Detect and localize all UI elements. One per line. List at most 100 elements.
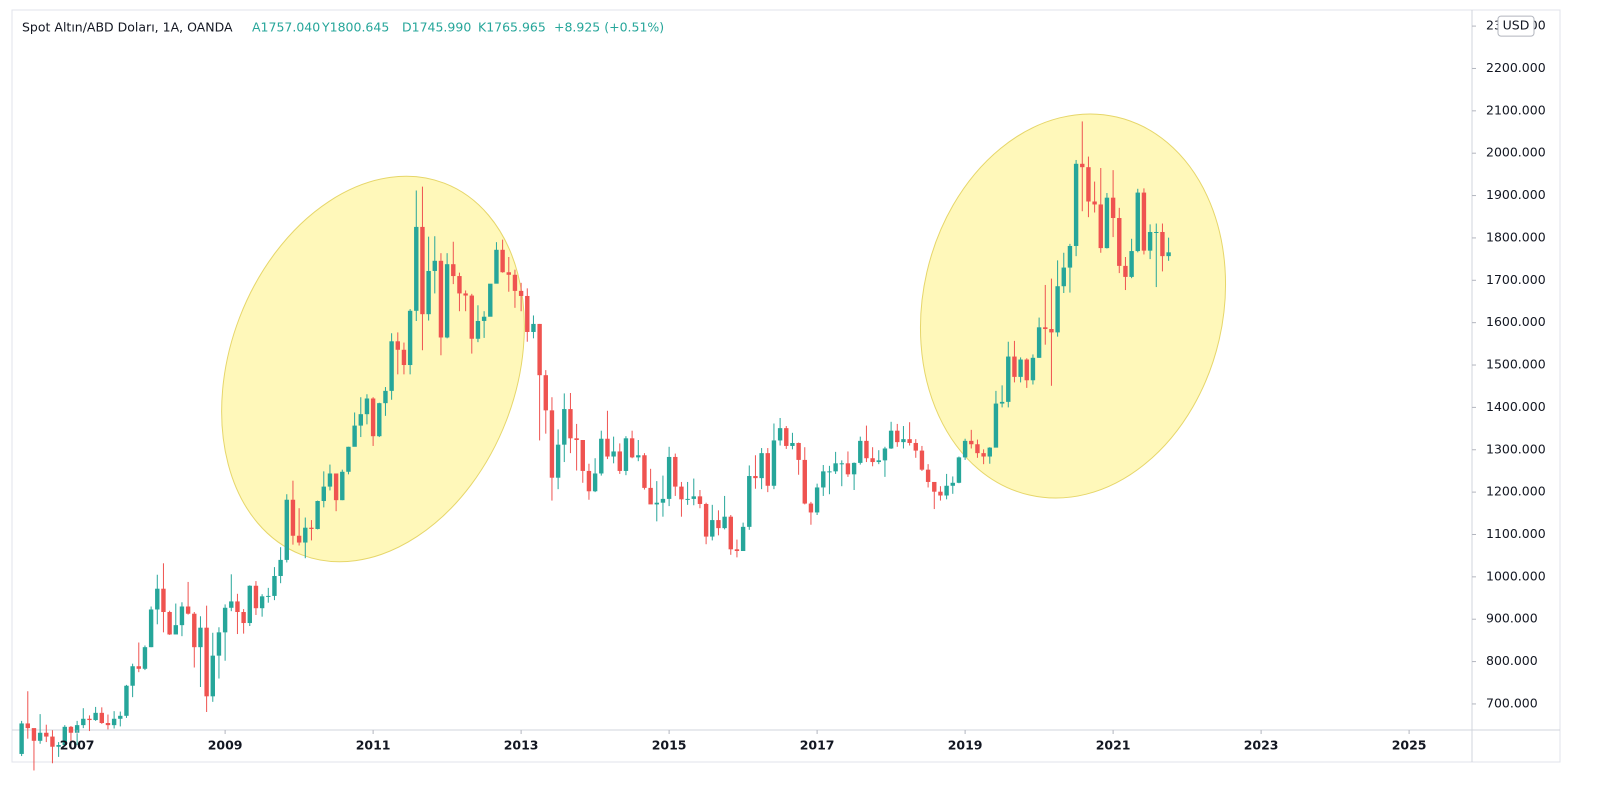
candle-body: [167, 612, 172, 635]
y-tick-label: 2000.000: [1486, 145, 1546, 160]
y-tick-label: 2200.000: [1486, 60, 1546, 75]
candle-body: [839, 463, 844, 465]
candle-body: [710, 520, 715, 537]
candle-body: [303, 527, 308, 543]
candle-body: [438, 260, 444, 338]
candle-body: [1086, 167, 1091, 202]
candle-body: [722, 516, 727, 529]
currency-label: USD: [1503, 18, 1530, 33]
candle-body: [457, 276, 462, 294]
candle-body: [660, 498, 666, 503]
symbol-title: Spot Altın/ABD Doları, 1A, OANDA: [22, 20, 233, 35]
candle-body: [1123, 265, 1128, 277]
candle-body: [703, 503, 709, 537]
candle-body: [784, 428, 789, 446]
candle-body: [531, 323, 536, 332]
candle-body: [1092, 201, 1097, 205]
candle-body: [74, 725, 80, 733]
candle-body: [568, 409, 573, 439]
candle-body: [99, 712, 104, 724]
candle-body: [31, 728, 37, 741]
candle-body: [346, 446, 351, 472]
candle-body: [851, 462, 857, 475]
candle-body: [913, 442, 918, 451]
candle-body: [401, 349, 407, 366]
candle-body: [204, 627, 209, 697]
candle-body: [420, 226, 425, 315]
candle-body: [1135, 192, 1140, 252]
candle-body: [796, 442, 801, 460]
candle-body: [771, 440, 777, 486]
candle-body: [802, 459, 807, 504]
candle-body: [210, 655, 215, 697]
candle-body: [241, 612, 246, 624]
candle-body: [475, 320, 481, 339]
high-label: Y1800.645: [321, 20, 389, 35]
x-tick-label: 2021: [1096, 738, 1131, 753]
candle-body: [753, 476, 758, 479]
candle-body: [537, 323, 542, 376]
y-tick-label: 1200.000: [1486, 484, 1546, 499]
candle-body: [580, 440, 585, 471]
open-label: A1757.040: [252, 20, 320, 35]
candle-body: [821, 471, 826, 488]
candle-body: [1049, 329, 1054, 333]
y-tick-label: 1100.000: [1486, 526, 1546, 541]
candle-body: [426, 270, 431, 315]
candle-body: [173, 625, 178, 635]
candle-body: [938, 491, 943, 496]
candle-body: [1018, 359, 1023, 377]
candle-body: [451, 264, 456, 277]
candle-body: [697, 496, 703, 504]
candle-body: [1012, 356, 1017, 377]
candle-body: [876, 460, 881, 463]
candle-body: [907, 439, 912, 443]
candle-body: [87, 718, 92, 721]
candle-body: [148, 609, 154, 648]
candle-body: [1110, 197, 1116, 219]
candle-body: [901, 439, 906, 443]
low-label: D1745.990: [402, 20, 471, 35]
change-label: +8.925 (+0.51%): [554, 20, 664, 35]
candle-body: [592, 473, 598, 492]
candle-body: [432, 260, 437, 271]
candle-body: [259, 596, 265, 609]
candle-body: [777, 428, 783, 441]
candle-body: [827, 471, 832, 473]
candle-body: [494, 249, 499, 284]
candle-body: [543, 375, 548, 411]
candle-body: [1141, 192, 1147, 251]
candle-body: [19, 723, 24, 754]
y-tick-label: 1500.000: [1486, 357, 1546, 372]
currency-badge: [1497, 15, 1535, 37]
candle-body: [105, 723, 111, 726]
candle-body: [555, 444, 561, 478]
candle-body: [407, 310, 413, 366]
candle-body: [1104, 197, 1110, 249]
y-tick-label: 800.000: [1486, 653, 1538, 668]
y-tick-label: 1900.000: [1486, 187, 1546, 202]
candle-body: [463, 293, 468, 296]
candle-body: [414, 226, 419, 311]
candle-body: [987, 447, 992, 457]
candle-body: [1080, 163, 1085, 168]
candle-body: [858, 440, 863, 463]
candle-body: [685, 498, 690, 500]
y-tick-label: 1600.000: [1486, 314, 1546, 329]
candle-body: [993, 403, 999, 448]
candle-body: [444, 264, 450, 338]
candle-body: [266, 595, 271, 597]
candle-body: [37, 732, 43, 741]
candle-body: [389, 341, 394, 391]
candle-body: [629, 438, 635, 458]
candle-body: [161, 588, 166, 613]
candle-body: [944, 485, 949, 496]
candle-body: [155, 588, 160, 610]
candle-body: [518, 290, 524, 296]
candle-body: [1098, 204, 1103, 249]
candle-body: [315, 501, 320, 529]
candle-body: [636, 455, 641, 458]
x-tick-label: 2025: [1392, 738, 1427, 753]
candle-body: [229, 601, 234, 608]
